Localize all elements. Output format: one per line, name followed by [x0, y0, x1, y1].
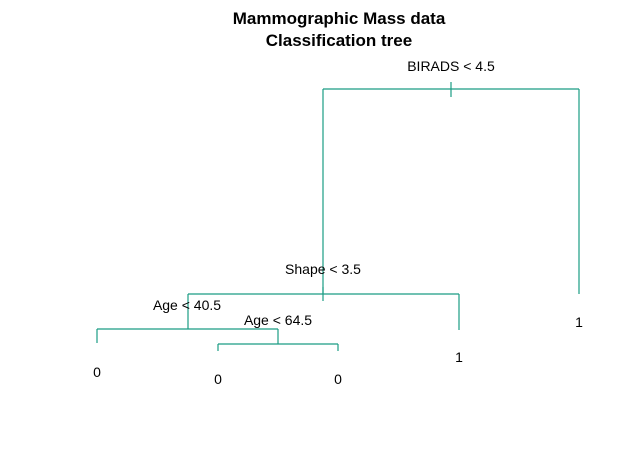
tree-branches: [96, 82, 580, 351]
plot-title-line-2: Classification tree: [266, 31, 412, 50]
split-label-age-64: Age < 64.5: [244, 312, 312, 328]
leaf-label-age-gt-64: 0: [334, 371, 342, 387]
split-label-shape: Shape < 3.5: [285, 261, 361, 277]
split-label-age-40: Age < 40.5: [153, 297, 221, 313]
leaf-label-birads-high: 1: [575, 314, 583, 330]
plot-title-line-1: Mammographic Mass data: [233, 9, 446, 28]
leaf-label-shape-high: 1: [455, 349, 463, 365]
leaf-label-age-40-64: 0: [214, 371, 222, 387]
leaf-label-age-lt-40: 0: [93, 364, 101, 380]
split-label-birads: BIRADS < 4.5: [407, 58, 495, 74]
